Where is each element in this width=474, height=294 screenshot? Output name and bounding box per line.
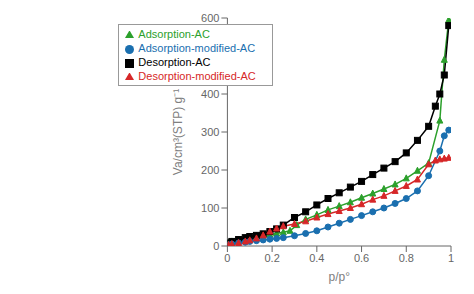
svg-text:400: 400 (201, 88, 219, 100)
svg-text:100: 100 (201, 202, 219, 214)
svg-text:Va/cm³(STP) g⁻¹: Va/cm³(STP) g⁻¹ (171, 89, 185, 175)
svg-text:600: 600 (201, 12, 219, 24)
svg-text:p/p°: p/p° (328, 270, 350, 284)
svg-text:0: 0 (213, 240, 219, 252)
svg-text:0.2: 0.2 (264, 252, 279, 264)
svg-text:0.6: 0.6 (354, 252, 369, 264)
svg-text:200: 200 (201, 164, 219, 176)
svg-text:1: 1 (448, 252, 454, 264)
svg-text:500: 500 (201, 50, 219, 62)
svg-text:300: 300 (201, 126, 219, 138)
svg-text:0.8: 0.8 (399, 252, 414, 264)
svg-text:0.4: 0.4 (309, 252, 324, 264)
svg-text:0: 0 (224, 252, 230, 264)
